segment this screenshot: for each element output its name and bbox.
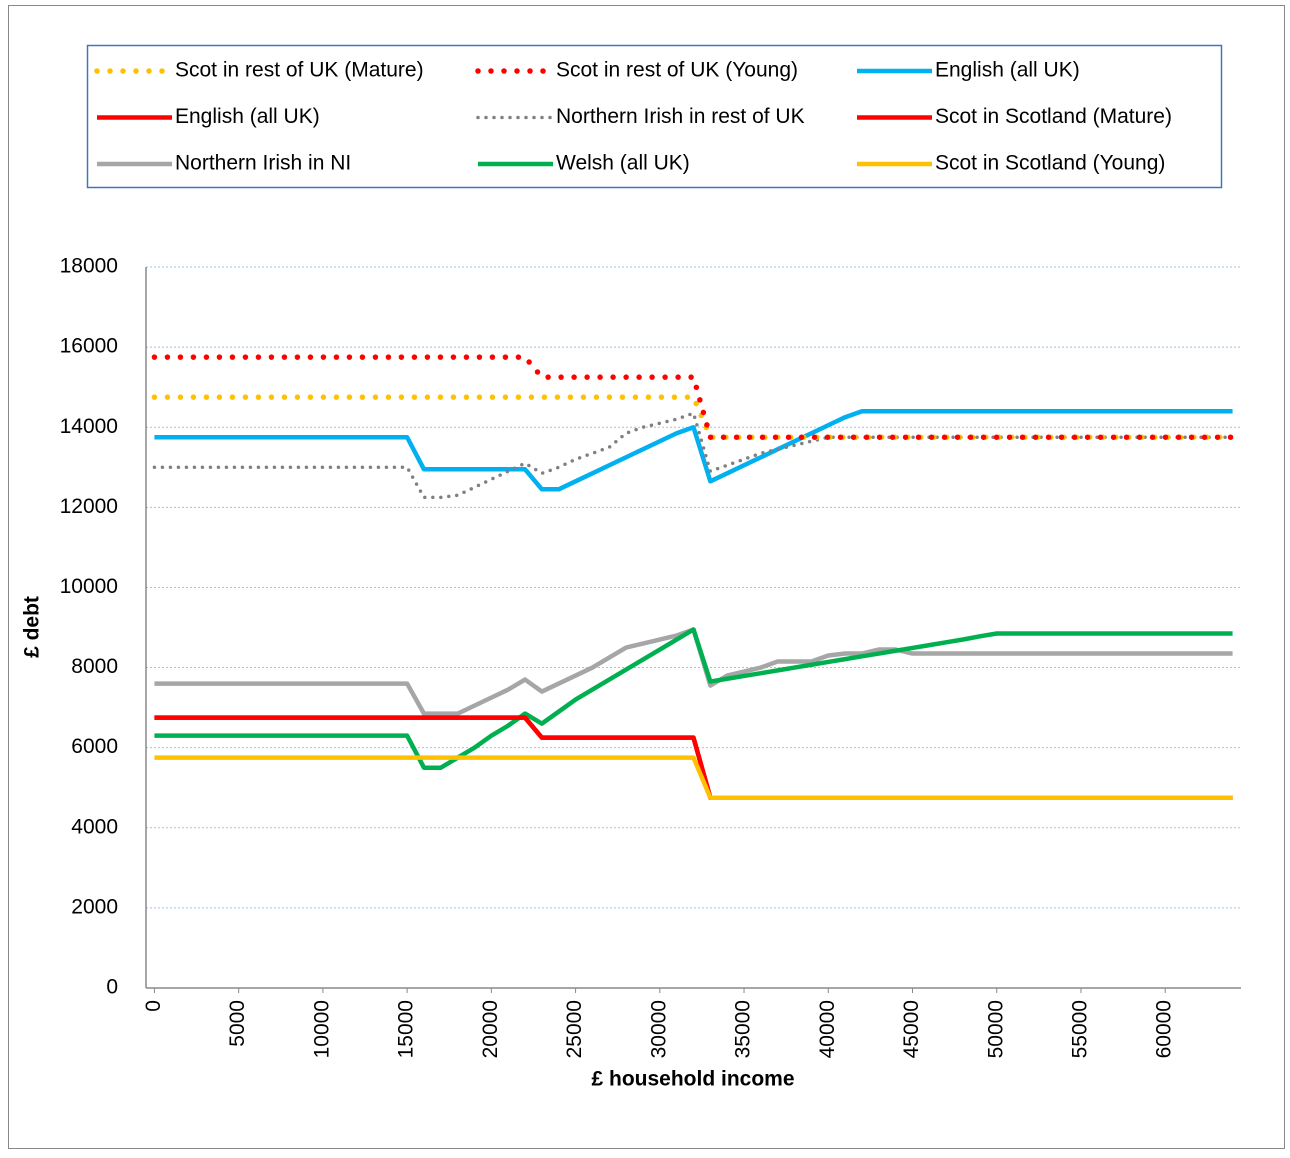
y-tick-label: 0	[106, 976, 118, 999]
y-tick-label: 2000	[71, 895, 118, 918]
legend-label: English (all UK)	[175, 105, 320, 128]
y-tick-label: 10000	[60, 575, 118, 598]
x-tick-label: 30000	[647, 1000, 670, 1058]
x-tick-label: 15000	[395, 1000, 418, 1058]
x-tick-label: 20000	[479, 1000, 502, 1058]
series-line	[154, 755, 1233, 800]
series-line	[154, 627, 1233, 770]
x-tick-label: 50000	[984, 1000, 1007, 1058]
legend-label: Northern Irish in NI	[175, 152, 351, 175]
x-tick-label: 45000	[900, 1000, 923, 1058]
y-tick-label: 18000	[60, 255, 118, 278]
legend-label: Scot in rest of UK (Mature)	[175, 59, 424, 82]
legend-label: Scot in rest of UK (Young)	[556, 59, 798, 82]
x-tick-label: 25000	[563, 1000, 586, 1058]
x-axis-label: £ household income	[591, 1068, 794, 1091]
legend-label: Northern Irish in rest of UK	[556, 105, 805, 128]
y-tick-label: 16000	[60, 335, 118, 358]
y-tick-label: 6000	[71, 735, 118, 758]
chart-frame	[8, 5, 1285, 1149]
legend-label: Scot in Scotland (Mature)	[935, 105, 1172, 128]
y-tick-label: 12000	[60, 495, 118, 518]
y-tick-label: 4000	[71, 815, 118, 838]
x-tick-label: 0	[142, 1000, 165, 1012]
y-axis-label: £ debt	[21, 596, 44, 658]
legend-label: Welsh (all UK)	[556, 152, 690, 175]
x-tick-label: 35000	[732, 1000, 755, 1058]
x-tick-label: 60000	[1153, 1000, 1176, 1058]
x-tick-label: 40000	[816, 1000, 839, 1058]
legend-label: English (all UK)	[935, 59, 1080, 82]
legend-box	[86, 44, 1223, 189]
x-tick-label: 10000	[310, 1000, 333, 1058]
x-tick-label: 5000	[226, 1000, 249, 1047]
series-line	[151, 354, 1236, 440]
series-line	[154, 408, 1233, 492]
y-tick-label: 8000	[71, 655, 118, 678]
series-line	[151, 394, 1236, 440]
legend-label: Scot in Scotland (Young)	[935, 152, 1165, 175]
x-tick-label: 55000	[1069, 1000, 1092, 1058]
y-tick-label: 14000	[60, 415, 118, 438]
